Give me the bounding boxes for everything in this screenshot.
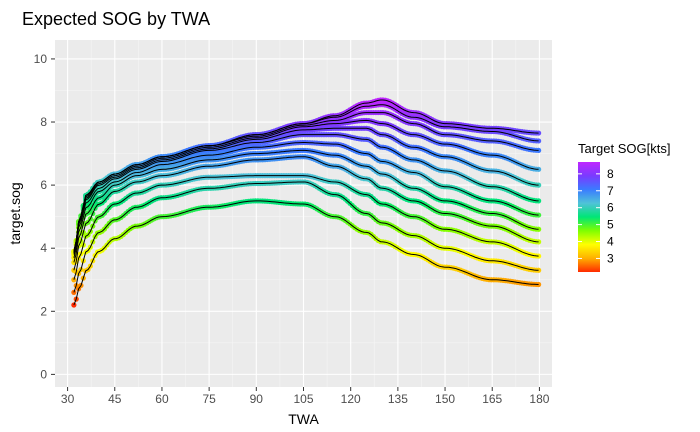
y-tick-label: 8 — [40, 115, 47, 129]
x-axis-label: TWA — [288, 411, 319, 427]
series-8-line — [73, 127, 539, 254]
series-7-line — [73, 134, 539, 255]
data-point — [536, 166, 542, 172]
series-3-line — [73, 175, 539, 280]
plot-area — [71, 97, 542, 308]
data-point — [536, 253, 542, 259]
legend-label: 3 — [607, 251, 614, 265]
y-axis-label: target.sog — [7, 182, 23, 244]
legend-label: 7 — [607, 184, 614, 198]
data-point — [536, 130, 542, 136]
series-1-line — [73, 200, 539, 306]
series-4-line — [73, 156, 539, 271]
legend-label: 5 — [607, 218, 614, 232]
data-point — [536, 147, 542, 154]
data-point — [71, 277, 77, 283]
series-6-line — [73, 142, 539, 258]
x-tick-label: 105 — [293, 392, 313, 406]
x-tick-label: 180 — [529, 392, 549, 406]
data-point — [536, 182, 542, 188]
data-point — [536, 198, 542, 204]
x-tick-label: 60 — [155, 392, 169, 406]
data-point — [536, 226, 542, 232]
chart-title: Expected SOG by TWA — [22, 9, 210, 29]
grid-lines — [55, 40, 552, 387]
legend-ticks: 8 7 6 5 4 3 — [578, 167, 614, 265]
legend-label: 6 — [607, 201, 614, 215]
data-point — [536, 212, 542, 218]
y-tick-label: 0 — [40, 367, 47, 381]
series-2-line — [73, 181, 539, 293]
axes: 30 45 60 75 90 105 120 135 150 165 180 0 2 4 6 8 10 — [34, 52, 550, 406]
x-tick-label: 45 — [108, 392, 122, 406]
x-tick-label: 135 — [388, 392, 408, 406]
legend-colorbar — [578, 162, 600, 272]
series-5-line — [73, 149, 539, 263]
legend: Target SOG[kts] 8 7 6 5 4 3 — [578, 141, 670, 272]
x-tick-label: 30 — [61, 392, 75, 406]
legend-label: 8 — [607, 167, 614, 181]
x-tick-label: 90 — [250, 392, 264, 406]
y-tick-label: 6 — [40, 178, 47, 192]
x-tick-label: 165 — [482, 392, 502, 406]
series-lines — [73, 99, 539, 306]
data-point — [536, 138, 542, 144]
x-tick-label: 120 — [341, 392, 361, 406]
data-point — [536, 267, 542, 273]
y-tick-label: 2 — [40, 304, 47, 318]
legend-title: Target SOG[kts] — [578, 141, 670, 156]
y-tick-label: 4 — [40, 241, 47, 255]
data-point — [536, 239, 542, 245]
y-tick-label: 10 — [34, 52, 48, 66]
data-point — [536, 281, 542, 288]
x-tick-label: 75 — [202, 392, 216, 406]
series-12-line — [73, 99, 539, 252]
x-tick-label: 150 — [435, 392, 455, 406]
legend-label: 4 — [607, 235, 614, 249]
series-9-line — [73, 119, 539, 254]
